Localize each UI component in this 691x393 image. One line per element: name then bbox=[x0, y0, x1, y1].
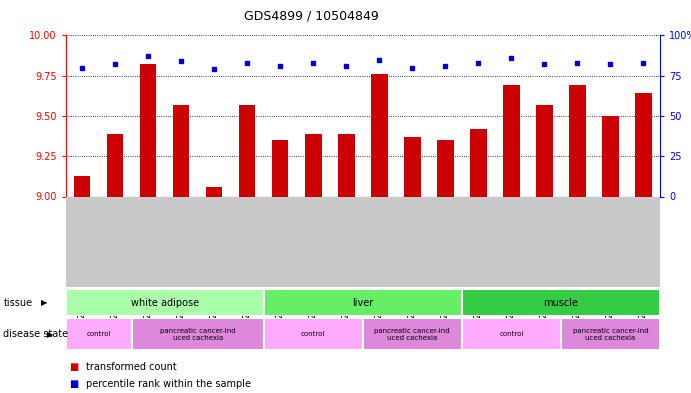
Text: control: control bbox=[301, 331, 325, 337]
Text: control: control bbox=[499, 331, 524, 337]
Text: disease state: disease state bbox=[3, 329, 68, 339]
Text: pancreatic cancer-ind
uced cachexia: pancreatic cancer-ind uced cachexia bbox=[573, 327, 648, 341]
Bar bbox=[264, 318, 363, 350]
Bar bbox=[338, 134, 354, 196]
Bar bbox=[107, 134, 124, 196]
Text: ■: ■ bbox=[69, 379, 78, 389]
Text: liver: liver bbox=[352, 298, 373, 308]
Bar bbox=[404, 137, 421, 196]
Bar bbox=[635, 94, 652, 196]
Bar bbox=[74, 176, 91, 196]
Bar bbox=[363, 318, 462, 350]
Bar bbox=[503, 85, 520, 196]
Bar bbox=[462, 289, 660, 316]
Bar bbox=[66, 318, 132, 350]
Bar bbox=[561, 318, 660, 350]
Text: muscle: muscle bbox=[543, 298, 578, 308]
Text: ▶: ▶ bbox=[47, 330, 53, 338]
Bar bbox=[470, 129, 486, 196]
Bar bbox=[272, 140, 288, 196]
Text: ▶: ▶ bbox=[41, 298, 48, 307]
Text: white adipose: white adipose bbox=[131, 298, 199, 308]
Text: GDS4899 / 10504849: GDS4899 / 10504849 bbox=[243, 10, 379, 23]
Text: ■: ■ bbox=[69, 362, 78, 373]
Bar bbox=[239, 105, 256, 196]
Bar bbox=[569, 85, 585, 196]
Bar bbox=[132, 318, 264, 350]
Text: pancreatic cancer-ind
uced cachexia: pancreatic cancer-ind uced cachexia bbox=[375, 327, 450, 341]
Text: pancreatic cancer-ind
uced cachexia: pancreatic cancer-ind uced cachexia bbox=[160, 327, 236, 341]
Text: transformed count: transformed count bbox=[86, 362, 177, 373]
Bar bbox=[264, 289, 462, 316]
Bar bbox=[206, 187, 223, 196]
Bar bbox=[437, 140, 453, 196]
Text: percentile rank within the sample: percentile rank within the sample bbox=[86, 379, 252, 389]
Bar bbox=[462, 318, 561, 350]
Bar bbox=[140, 64, 156, 196]
Bar bbox=[173, 105, 189, 196]
Bar bbox=[536, 105, 553, 196]
Bar bbox=[371, 74, 388, 196]
Bar bbox=[66, 289, 264, 316]
Bar bbox=[305, 134, 321, 196]
Text: tissue: tissue bbox=[3, 298, 32, 308]
Text: control: control bbox=[86, 331, 111, 337]
Bar bbox=[602, 116, 618, 196]
